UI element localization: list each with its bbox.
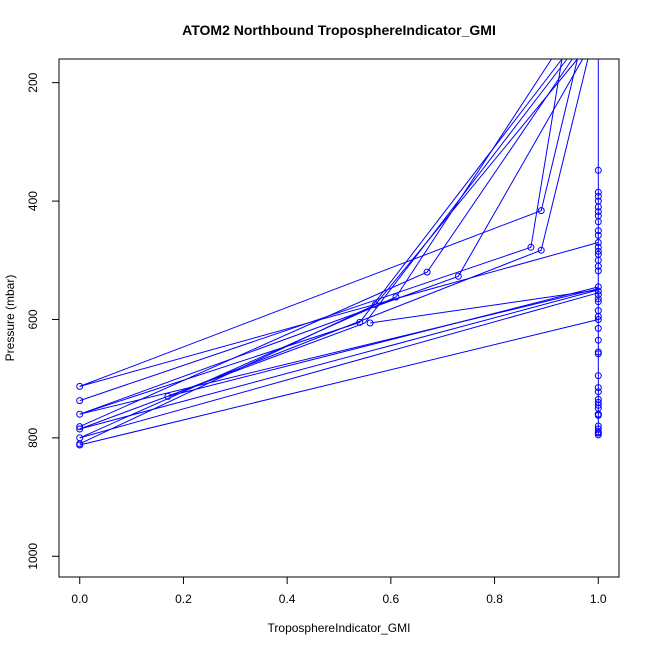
series-layer xyxy=(79,58,599,446)
data-point xyxy=(594,291,602,299)
points-layer xyxy=(76,166,602,449)
data-point xyxy=(76,397,84,405)
data-point xyxy=(594,295,602,303)
y-axis-label: Pressure (mbar) xyxy=(3,275,17,362)
data-point xyxy=(594,401,602,409)
plot-frame xyxy=(58,58,620,578)
data-point xyxy=(594,313,602,320)
data-point xyxy=(594,431,602,439)
data-point xyxy=(594,166,602,174)
data-point xyxy=(76,423,84,431)
series-line-7 xyxy=(79,58,568,430)
data-point xyxy=(594,298,602,306)
data-point xyxy=(366,319,374,327)
data-point xyxy=(594,231,602,239)
series-line-10 xyxy=(79,242,599,387)
x-tick-label: 0.0 xyxy=(71,592,88,606)
data-point xyxy=(527,243,535,251)
data-point xyxy=(594,388,602,396)
series-line-15 xyxy=(370,289,599,324)
x-tick-label: 1.0 xyxy=(590,592,607,606)
data-point xyxy=(371,301,379,309)
data-point xyxy=(594,262,602,270)
x-tick-label: 0.8 xyxy=(486,592,503,606)
data-point xyxy=(76,425,84,433)
chart-title: ATOM2 Northbound TroposphereIndicator_GM… xyxy=(182,22,496,38)
data-point xyxy=(594,410,602,418)
y-tick-label: 1000 xyxy=(26,543,40,570)
data-point xyxy=(594,316,602,323)
data-point xyxy=(594,239,602,246)
series-line-9 xyxy=(167,58,589,397)
data-point xyxy=(594,324,602,332)
y-tick-label: 600 xyxy=(26,309,40,329)
data-point xyxy=(537,207,545,215)
data-point xyxy=(594,384,602,392)
series-line-16 xyxy=(79,292,599,439)
series-line-14 xyxy=(79,288,599,415)
x-tick-label: 0.6 xyxy=(383,592,400,606)
data-point xyxy=(594,247,602,255)
series-line-13 xyxy=(79,289,599,430)
data-point xyxy=(594,208,602,216)
data-point xyxy=(594,227,602,235)
data-point xyxy=(392,293,400,301)
series-line-4 xyxy=(79,58,573,428)
data-point xyxy=(594,336,602,344)
data-point xyxy=(164,392,172,400)
data-point xyxy=(594,188,602,196)
series-line-12 xyxy=(167,286,599,397)
x-tick-label: 0.4 xyxy=(279,592,296,606)
series-line-11 xyxy=(79,319,599,446)
y-tick-label: 400 xyxy=(26,191,40,211)
data-point xyxy=(76,410,84,418)
data-point xyxy=(594,372,602,380)
series-line-5 xyxy=(79,58,553,439)
data-point xyxy=(454,272,462,280)
series-line-8 xyxy=(79,58,563,415)
data-point xyxy=(76,441,84,449)
y-tick-label: 200 xyxy=(26,72,40,92)
series-line-1 xyxy=(79,58,578,387)
y-axis: 200 400 600 800 1000 xyxy=(26,72,60,570)
x-axis-label: TroposphereIndicator_GMI xyxy=(268,621,411,635)
data-point xyxy=(76,382,84,390)
series-line-2 xyxy=(79,58,563,402)
data-point xyxy=(594,283,602,291)
data-point xyxy=(356,318,364,326)
data-point xyxy=(594,243,602,251)
data-point xyxy=(594,287,602,295)
series-line-3 xyxy=(79,58,584,415)
data-point xyxy=(594,350,602,358)
x-tick-label: 0.2 xyxy=(175,592,192,606)
series-line-6 xyxy=(79,58,578,445)
data-point xyxy=(594,218,602,226)
data-point xyxy=(594,192,602,200)
data-point xyxy=(423,268,431,276)
data-point xyxy=(594,203,602,211)
y-tick-label: 800 xyxy=(26,428,40,448)
x-axis: 0.0 0.2 0.4 0.6 0.8 1.0 xyxy=(71,576,607,606)
data-point xyxy=(594,267,602,275)
data-point xyxy=(537,246,545,254)
